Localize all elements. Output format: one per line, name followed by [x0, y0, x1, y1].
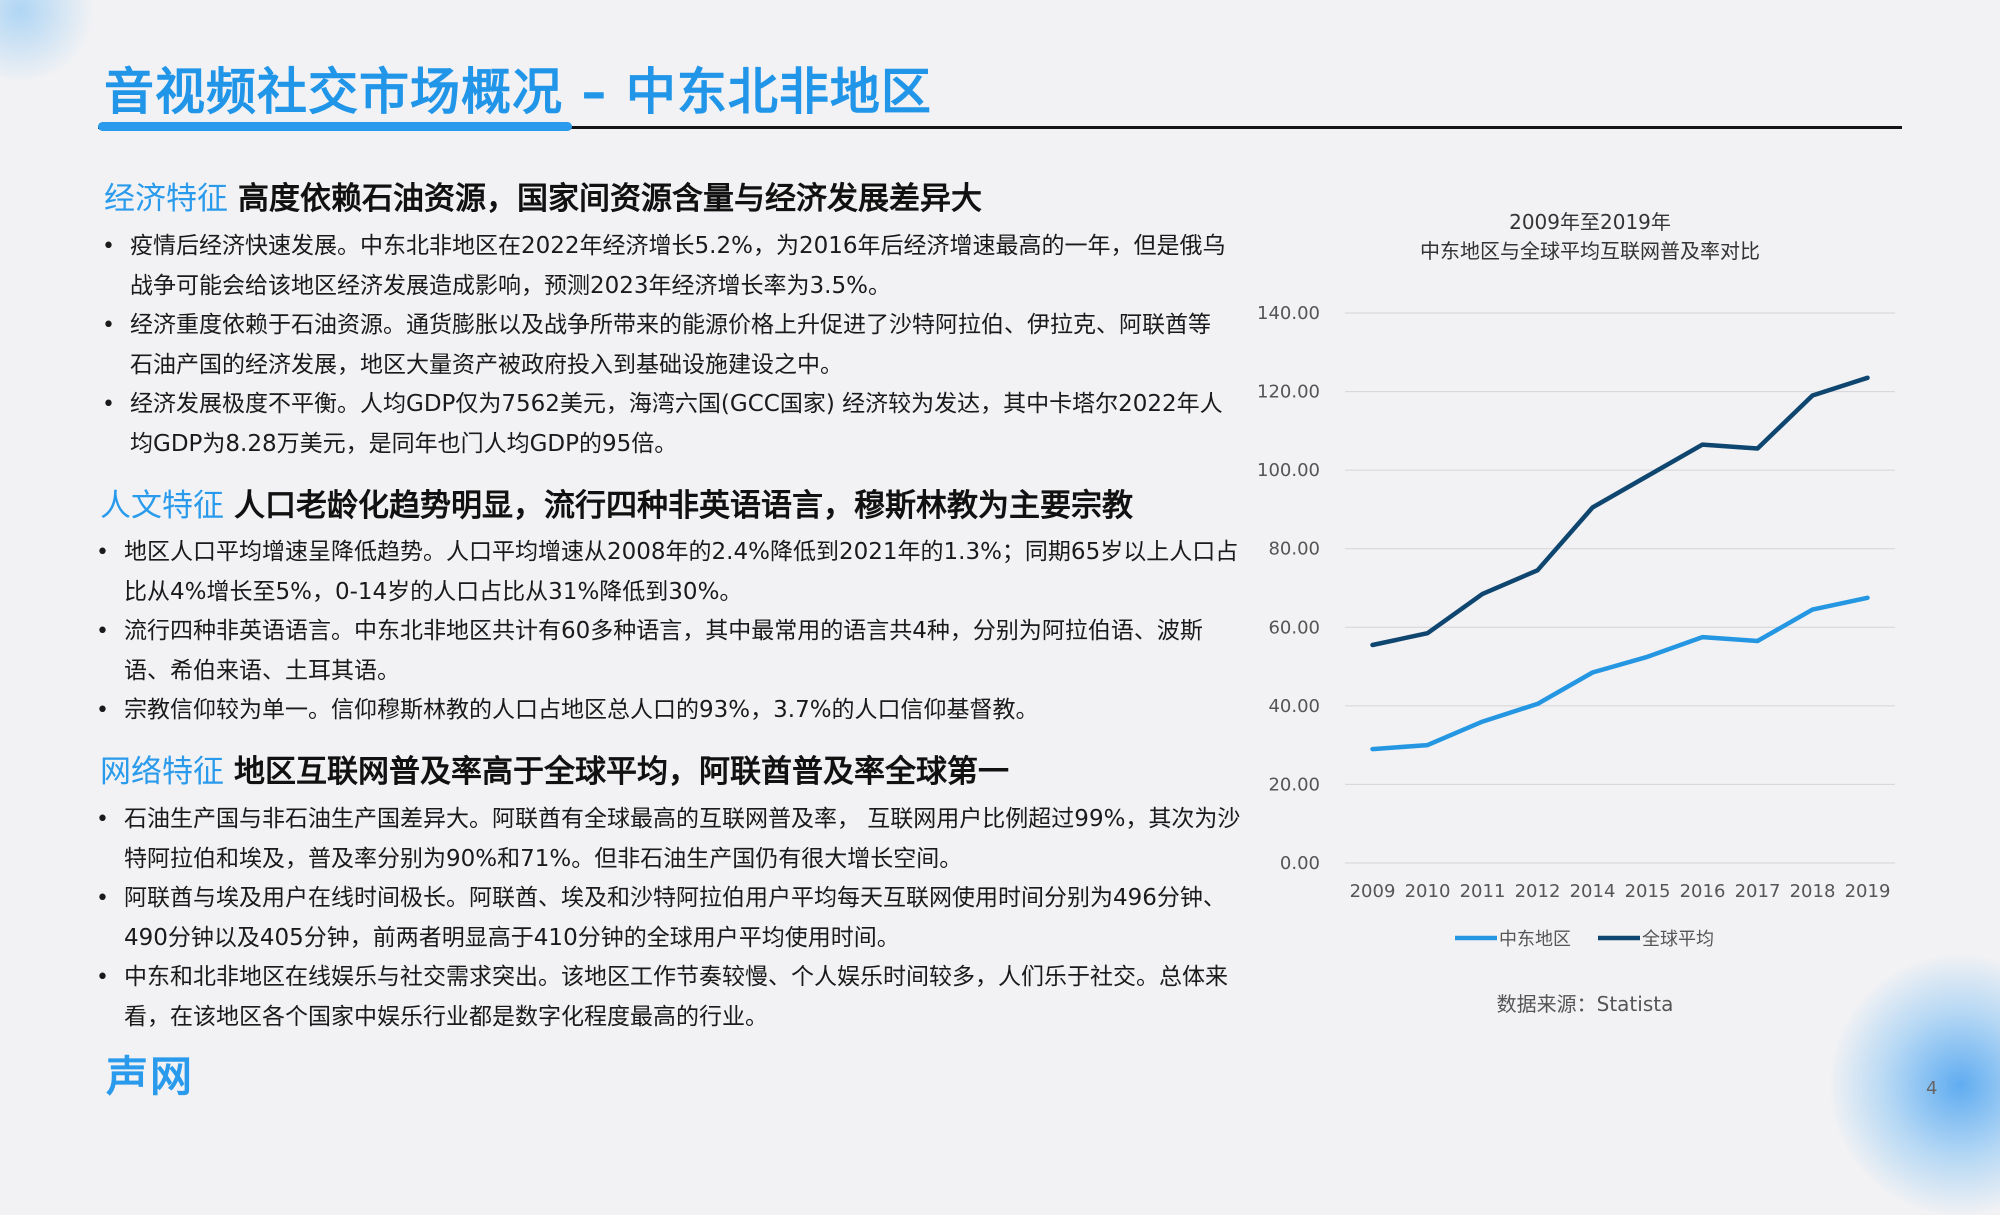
y-tick-label: 60.00 — [1268, 617, 1320, 638]
list-item: 宗教信仰较为单一。信仰穆斯林教的人口占地区总人口的93%，3.7%的人口信仰基督… — [94, 691, 1244, 731]
title-underline — [98, 126, 1902, 129]
section-title-culture: 人口老龄化趋势明显，流行四种非英语语言，穆斯林教为主要宗教 — [234, 488, 1133, 524]
x-tick-label: 2012 — [1515, 881, 1561, 902]
list-item: 流行四种非英语语言。中东北非地区共计有60多种语言，其中最常用的语言共4种，分别… — [94, 612, 1244, 691]
list-item: 经济发展极度不平衡。人均GDP仅为7562美元，海湾六国(GCC国家) 经济较为… — [100, 385, 1230, 464]
series-line-global — [1370, 375, 1870, 648]
y-tick-label: 80.00 — [1268, 539, 1320, 560]
x-tick-label: 2011 — [1460, 881, 1506, 902]
internet-penetration-chart: 0.00 20.00 40.00 60.00 80.00 100.00 120.00 140.… — [1257, 303, 1895, 950]
series-line-middle-east — [1370, 595, 1870, 752]
y-tick-label: 20.00 — [1268, 774, 1320, 795]
list-item: 疫情后经济快速发展。中东北非地区在2022年经济增长5.2%，为2016年后经济… — [100, 227, 1230, 306]
y-tick-label: 40.00 — [1268, 696, 1320, 717]
x-tick-label: 2018 — [1790, 881, 1836, 902]
list-item: 中东和北非地区在线娱乐与社交需求突出。该地区工作节奏较慢、个人娱乐时间较多，人们… — [94, 958, 1244, 1037]
list-item: 地区人口平均增速呈降低趋势。人口平均增速从2008年的2.4%降低到2021年的… — [94, 533, 1244, 612]
y-tick-label: 0.00 — [1280, 853, 1320, 874]
page-title: 音视频社交市场概况 – 中东北非地区 — [104, 63, 932, 121]
x-tick-label: 2016 — [1680, 881, 1726, 902]
corner-glow-top-left — [0, 0, 100, 80]
legend-label: 全球平均 — [1642, 929, 1714, 950]
data-source-note: 数据来源：Statista — [1496, 992, 1674, 1016]
chart-title-line1: 2009年至2019年 — [1509, 210, 1671, 234]
list-item: 经济重度依赖于石油资源。通货膨胀以及战争所带来的能源价格上升促进了沙特阿拉伯、伊… — [100, 306, 1230, 385]
x-tick-label: 2015 — [1625, 881, 1671, 902]
brand-logo: 声网 — [106, 1052, 195, 1101]
network-bullet-list: 石油生产国与非石油生产国差异大。阿联酋有全球最高的互联网普及率， 互联网用户比例… — [94, 800, 1244, 1037]
section-tag-economy: 经济特征 — [104, 181, 228, 217]
y-tick-label: 140.00 — [1257, 303, 1320, 324]
y-tick-label: 100.00 — [1257, 460, 1320, 481]
section-title-economy: 高度依赖石油资源，国家间资源含量与经济发展差异大 — [238, 181, 982, 217]
x-tick-label: 2010 — [1405, 881, 1451, 902]
chart-title: 2009年至2019年 中东地区与全球平均互联网普及率对比 — [1380, 208, 1800, 266]
x-tick-label: 2019 — [1845, 881, 1891, 902]
corner-glow-bottom-right — [1830, 955, 2000, 1215]
section-heading-economy: 经济特征 高度依赖石油资源，国家间资源含量与经济发展差异大 — [104, 173, 982, 218]
legend-label: 中东地区 — [1499, 929, 1571, 950]
culture-bullet-list: 地区人口平均增速呈降低趋势。人口平均增速从2008年的2.4%降低到2021年的… — [94, 533, 1244, 731]
section-title-network: 地区互联网普及率高于全球平均，阿联酋普及率全球第一 — [234, 754, 1009, 790]
section-tag-culture: 人文特征 — [100, 488, 224, 524]
y-tick-label: 120.00 — [1257, 382, 1320, 403]
economy-bullet-list: 疫情后经济快速发展。中东北非地区在2022年经济增长5.2%，为2016年后经济… — [100, 227, 1230, 464]
section-heading-culture: 人文特征 人口老龄化趋势明显，流行四种非英语语言，穆斯林教为主要宗教 — [100, 480, 1133, 525]
x-tick-label: 2014 — [1570, 881, 1616, 902]
chart-title-line2: 中东地区与全球平均互联网普及率对比 — [1420, 239, 1760, 263]
section-tag-network: 网络特征 — [100, 754, 224, 790]
list-item: 阿联酋与埃及用户在线时间极长。阿联酋、埃及和沙特阿拉伯用户平均每天互联网使用时间… — [94, 879, 1244, 958]
title-accent-bar — [98, 122, 572, 131]
section-heading-network: 网络特征 地区互联网普及率高于全球平均，阿联酋普及率全球第一 — [100, 746, 1009, 791]
x-tick-label: 2017 — [1735, 881, 1781, 902]
x-tick-label: 2009 — [1350, 881, 1396, 902]
page-number: 4 — [1926, 1078, 1938, 1099]
list-item: 石油生产国与非石油生产国差异大。阿联酋有全球最高的互联网普及率， 互联网用户比例… — [94, 800, 1244, 879]
